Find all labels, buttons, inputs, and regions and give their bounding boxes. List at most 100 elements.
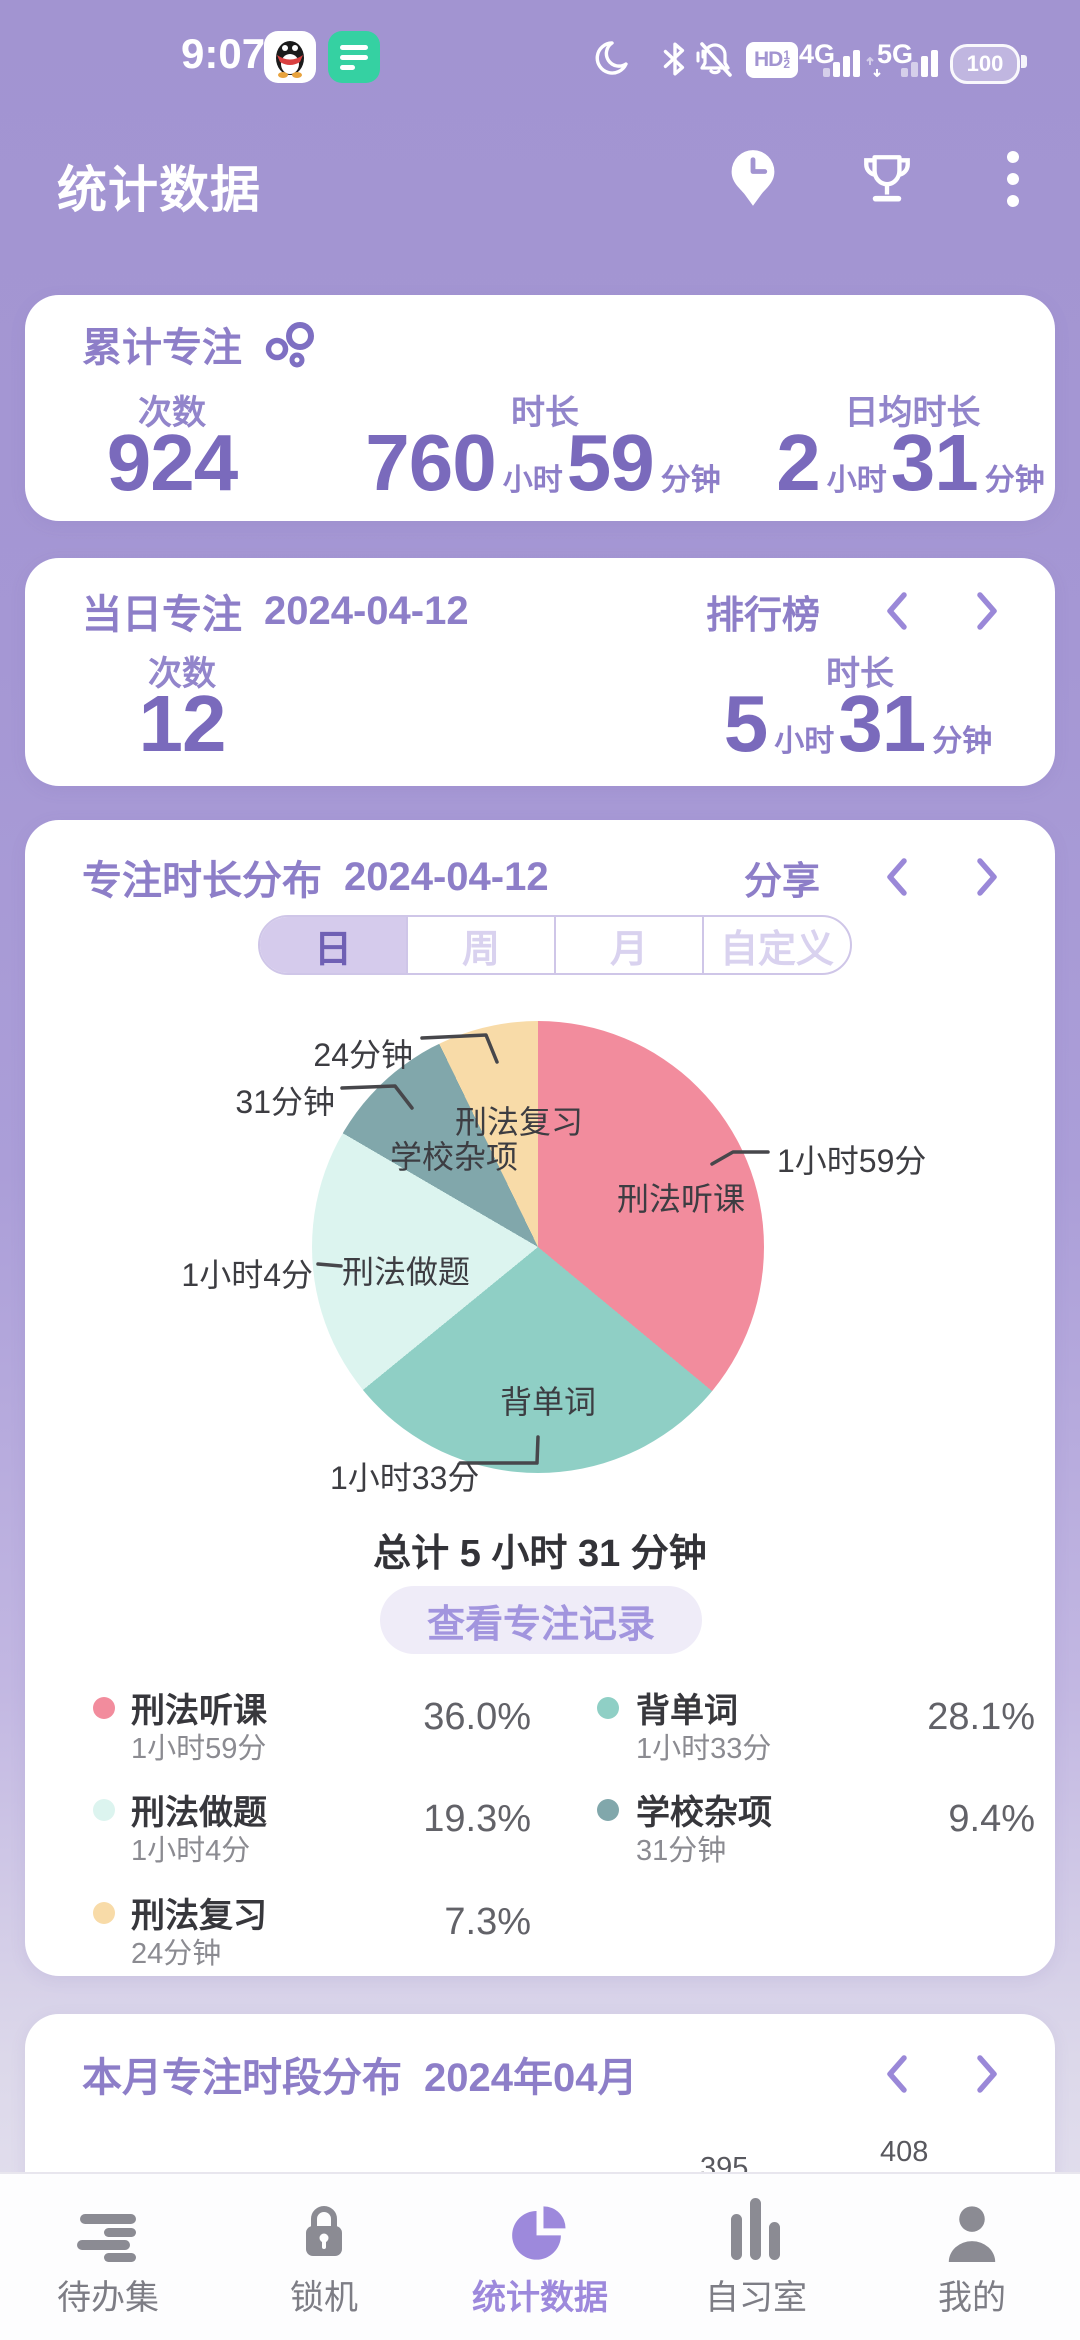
legend-dot: [597, 1799, 619, 1821]
count-label: 次数: [138, 394, 206, 432]
network-4g-label: 4G: [799, 39, 836, 69]
battery-icon: 100: [950, 44, 1020, 84]
legend-dot: [93, 1799, 115, 1821]
legend-duration: 31分钟: [636, 1835, 727, 1867]
focus-history-pin-icon[interactable]: [727, 148, 779, 210]
penguin-icon: [276, 41, 304, 78]
nav-label: 待办集: [57, 2279, 159, 2317]
chevron-left-icon[interactable]: [884, 857, 910, 897]
month-card-date: 2024年04月: [424, 2056, 638, 2100]
distribution-card-date: 2024-04-12: [344, 854, 549, 899]
legend-name: 刑法听课: [131, 1692, 267, 1730]
battery-nub: [1021, 55, 1027, 68]
bar-chart-icon: [729, 2174, 783, 2262]
distribution-card-title: 专注时长分布: [82, 859, 322, 903]
legend-percent: 36.0%: [423, 1696, 531, 1738]
view-records-button[interactable]: 查看专注记录: [380, 1586, 702, 1654]
period-tab-bar: 日 周 月 自定义: [258, 915, 852, 975]
status-time: 9:07: [181, 30, 266, 77]
pie-callout-duration: 1小时33分: [330, 1460, 480, 1496]
nav-item-statistics[interactable]: 统计数据: [432, 2174, 648, 2340]
pie-slice-label: 刑法听课: [617, 1181, 746, 1217]
pie-leader-lines: [316, 1033, 770, 1465]
pie-chart[interactable]: [312, 1021, 764, 1473]
lock-icon: [301, 2174, 347, 2262]
legend-duration: 1小时59分: [131, 1733, 267, 1765]
nav-item-study-room[interactable]: 自习室: [648, 2174, 864, 2340]
daily-count: 12: [138, 679, 227, 768]
nav-label: 自习室: [705, 2279, 807, 2317]
legend-name: 学校杂项: [636, 1794, 772, 1832]
cumulative-duration: 760 小时 59 分钟: [365, 418, 721, 507]
total-duration-text: 总计 5 小时 31 分钟: [373, 1533, 707, 1575]
bubbles-icon: [265, 322, 314, 368]
trophy-icon[interactable]: [858, 150, 916, 208]
daily-card-title: 当日专注: [82, 593, 242, 637]
legend-dot: [93, 1902, 115, 1924]
cumulative-avg-duration: 2 小时 31 分钟: [776, 418, 1045, 507]
kebab-menu-icon[interactable]: [996, 148, 1030, 210]
pie-slice-label: 刑法做题: [342, 1254, 471, 1290]
chevron-right-icon[interactable]: [974, 857, 1000, 897]
cumulative-count: 924: [106, 418, 238, 507]
daily-card-date: 2024-04-12: [264, 588, 469, 633]
pie-slice-label: 背单词: [500, 1384, 597, 1420]
legend-duration: 1小时33分: [636, 1733, 772, 1765]
tab-month[interactable]: 月: [554, 917, 702, 973]
focus-distribution-card: 专注时长分布 2024-04-12 分享 日 周 月 自定义 24分钟 31分钟…: [25, 820, 1055, 1976]
pie-callout-duration: 1小时4分: [181, 1257, 313, 1293]
leaderboard-link[interactable]: 排行榜: [705, 594, 820, 637]
daily-focus-card: 当日专注 2024-04-12 排行榜 次数 时长 12 5 小时 31 分钟: [25, 558, 1055, 786]
cumulative-focus-card: 累计专注 次数 时长 日均时长 924 760 小时 59 分钟 2 小时 31 分钟: [25, 295, 1055, 521]
legend-percent: 9.4%: [948, 1798, 1035, 1840]
legend-duration: 24分钟: [131, 1938, 222, 1970]
chevron-left-icon[interactable]: [884, 591, 910, 631]
bedtime-moon-icon: [595, 41, 628, 75]
bluetooth-icon: [663, 42, 685, 76]
nav-label: 我的: [938, 2279, 1006, 2317]
duration-label: 时长: [826, 655, 894, 693]
chevron-left-icon[interactable]: [884, 2054, 910, 2094]
tab-day[interactable]: 日: [260, 917, 406, 973]
share-link[interactable]: 分享: [743, 860, 820, 903]
person-icon: [944, 2174, 1000, 2262]
duration-label: 时长: [511, 394, 579, 432]
chevron-right-icon[interactable]: [974, 2054, 1000, 2094]
notes-app-icon: [328, 31, 380, 83]
network-5g-label: 5G: [877, 39, 914, 69]
pie-callout-duration: 24分钟: [313, 1037, 413, 1073]
signal-bars-5g-icon: [898, 49, 938, 77]
legend-dot: [93, 1697, 115, 1719]
pie-slice-label: 刑法复习: [455, 1104, 584, 1140]
todo-list-icon: [77, 2174, 139, 2262]
nav-item-todo[interactable]: 待办集: [0, 2174, 216, 2340]
nav-label: 锁机: [290, 2279, 358, 2317]
count-label: 次数: [148, 655, 216, 693]
nav-item-profile[interactable]: 我的: [864, 2174, 1080, 2340]
mute-vibrate-icon: [696, 42, 732, 77]
legend-percent: 19.3%: [423, 1798, 531, 1840]
legend-name: 刑法复习: [131, 1897, 267, 1935]
nav-label: 统计数据: [472, 2279, 608, 2317]
qq-app-icon: [264, 31, 316, 83]
pie-callout-duration: 31分钟: [235, 1084, 335, 1120]
page-title: 统计数据: [57, 162, 261, 218]
avg-duration-label: 日均时长: [844, 394, 981, 432]
signal-bars-4g-icon: [820, 49, 860, 77]
legend-name: 背单词: [636, 1692, 738, 1730]
data-arrows-icon: [866, 57, 881, 77]
legend-percent: 7.3%: [444, 1901, 531, 1943]
pie-chart-icon: [511, 2174, 569, 2262]
tab-custom[interactable]: 自定义: [702, 917, 850, 973]
cumulative-card-title: 累计专注: [82, 326, 242, 370]
tab-week[interactable]: 周: [406, 917, 554, 973]
legend-duration: 1小时4分: [131, 1835, 251, 1867]
pie-callout-duration: 1小时59分: [777, 1143, 927, 1179]
bottom-nav: 待办集 锁机 统计数据: [0, 2172, 1080, 2340]
pie-slice-label: 学校杂项: [390, 1139, 519, 1175]
chevron-right-icon[interactable]: [974, 591, 1000, 631]
nav-item-lock[interactable]: 锁机: [216, 2174, 432, 2340]
month-card-title: 本月专注时段分布: [82, 2056, 402, 2100]
